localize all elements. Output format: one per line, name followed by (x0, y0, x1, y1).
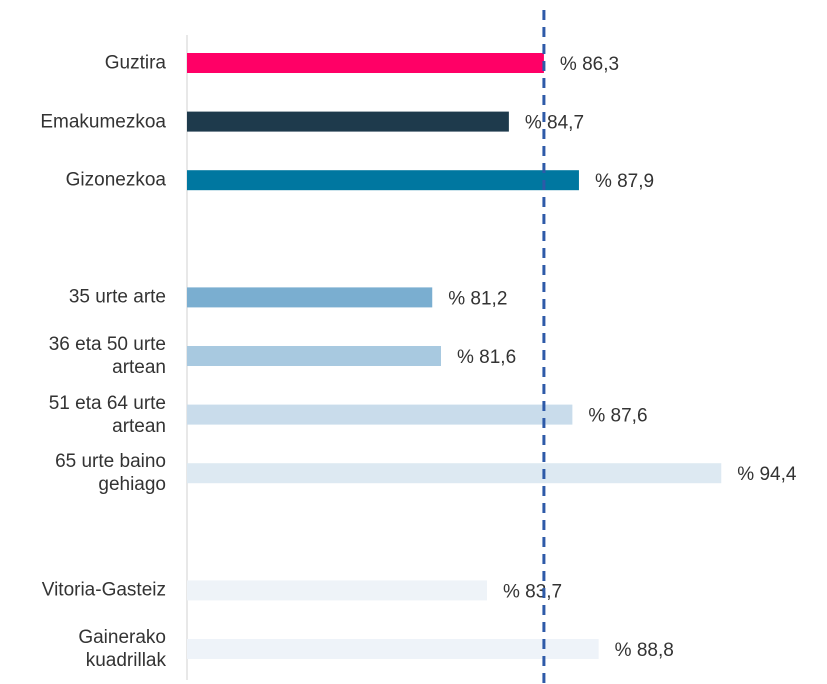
value-label: % 87,9 (595, 171, 654, 192)
value-label: % 81,2 (448, 288, 507, 309)
category-label: Vitoria-Gasteiz (41, 579, 166, 601)
value-label: % 81,6 (457, 347, 516, 368)
bar (187, 463, 722, 484)
category-label: 65 urte baino gehiago (55, 451, 166, 496)
value-label: % 87,6 (588, 406, 647, 427)
value-label: % 94,4 (737, 464, 797, 485)
bar (187, 170, 579, 191)
value-label: % 84,7 (525, 113, 584, 134)
value-label: % 88,8 (615, 640, 674, 661)
bar (187, 53, 544, 73)
category-label: Emakumezkoa (40, 111, 166, 133)
value-label: % 83,7 (503, 581, 562, 602)
category-label: Guztira (104, 52, 166, 74)
bar (187, 580, 487, 601)
bar (187, 287, 433, 308)
bar (187, 404, 573, 425)
category-label: Gainerako kuadrillak (78, 627, 166, 671)
bar (187, 111, 509, 132)
category-label: 51 eta 64 urte artean (48, 392, 166, 437)
category-label: Gizonezkoa (65, 169, 166, 191)
category-label: 35 urte arte (68, 286, 166, 308)
bar (187, 346, 441, 366)
value-label: % 86,3 (560, 54, 619, 75)
bar (187, 639, 599, 659)
category-label: 36 eta 50 urte artean (48, 334, 166, 378)
